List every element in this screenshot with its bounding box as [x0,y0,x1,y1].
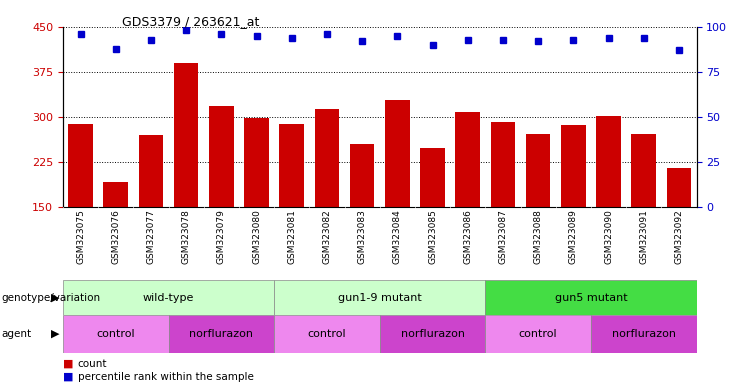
Bar [385,100,410,298]
Bar [63,280,274,315]
Text: ■: ■ [63,372,73,382]
Bar [245,118,269,298]
Bar [209,106,233,298]
Bar [485,280,697,315]
Bar [456,112,480,298]
Bar [315,109,339,298]
Text: ■: ■ [63,359,73,369]
Text: GSM323085: GSM323085 [428,210,437,265]
Bar [104,182,128,298]
Text: GSM323080: GSM323080 [252,210,261,265]
Bar [420,148,445,298]
Bar [597,116,621,298]
Bar [139,135,163,298]
Text: GSM323078: GSM323078 [182,210,190,265]
Text: agent: agent [1,329,32,339]
Text: control: control [519,329,557,339]
Bar [526,134,551,298]
Text: control: control [308,329,346,339]
Text: GSM323084: GSM323084 [393,210,402,264]
Text: gun1-9 mutant: gun1-9 mutant [338,293,422,303]
Text: GSM323081: GSM323081 [288,210,296,265]
Text: GSM323075: GSM323075 [76,210,85,265]
Text: GSM323090: GSM323090 [604,210,613,265]
Bar [561,125,585,298]
Bar [174,63,199,298]
Text: GSM323092: GSM323092 [674,210,683,264]
Text: wild-type: wild-type [143,293,194,303]
Text: control: control [96,329,135,339]
Text: norflurazon: norflurazon [190,329,253,339]
Text: GSM323082: GSM323082 [322,210,331,264]
Bar [274,315,380,353]
Text: count: count [78,359,107,369]
Bar [279,124,304,298]
Text: GSM323087: GSM323087 [499,210,508,265]
Bar [667,168,691,298]
Text: GSM323086: GSM323086 [463,210,472,265]
Text: GSM323089: GSM323089 [569,210,578,265]
Text: GSM323088: GSM323088 [534,210,542,265]
Text: genotype/variation: genotype/variation [1,293,101,303]
Bar [68,124,93,298]
Text: GSM323091: GSM323091 [639,210,648,265]
Bar [591,315,697,353]
Bar [63,315,169,353]
Bar [274,280,485,315]
Text: GSM323076: GSM323076 [111,210,120,265]
Bar [350,144,374,298]
Text: norflurazon: norflurazon [612,329,676,339]
Text: GDS3379 / 263621_at: GDS3379 / 263621_at [122,15,259,28]
Bar [379,315,485,353]
Text: GSM323077: GSM323077 [147,210,156,265]
Bar [169,315,274,353]
Bar [485,315,591,353]
Bar [491,122,515,298]
Text: norflurazon: norflurazon [401,329,465,339]
Text: percentile rank within the sample: percentile rank within the sample [78,372,253,382]
Text: GSM323079: GSM323079 [217,210,226,265]
Text: GSM323083: GSM323083 [358,210,367,265]
Bar [631,134,656,298]
Text: gun5 mutant: gun5 mutant [554,293,628,303]
Text: ▶: ▶ [51,293,59,303]
Text: ▶: ▶ [51,329,59,339]
